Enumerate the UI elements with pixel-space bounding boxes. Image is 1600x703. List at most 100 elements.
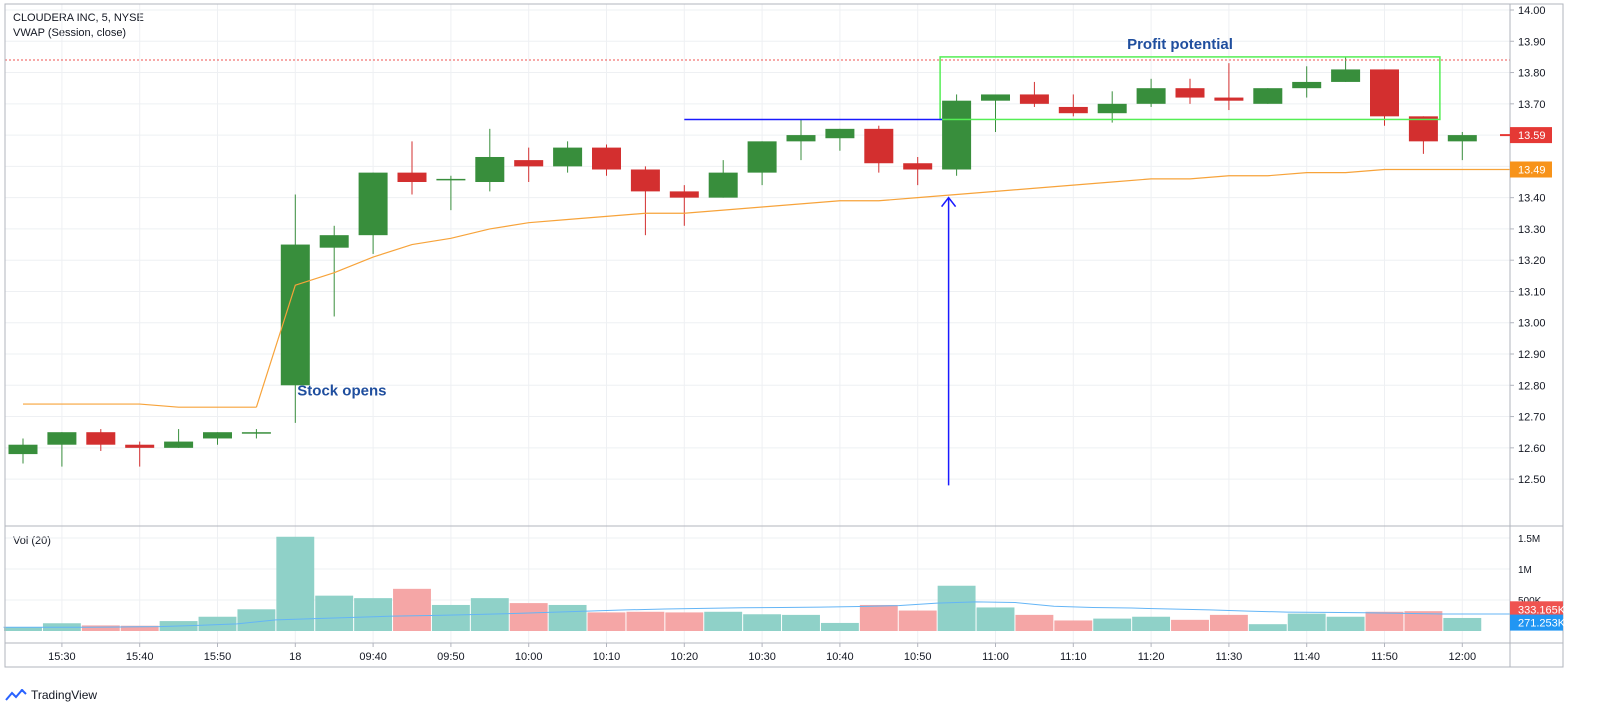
volume-ma-label-bg: [1510, 614, 1563, 631]
candle-body: [86, 432, 116, 445]
candle-body: [708, 172, 738, 198]
time-tick-label: 15:40: [126, 651, 154, 663]
chart-frame: [4, 3, 1564, 668]
volume-bar: [81, 625, 120, 631]
candle-body: [358, 172, 388, 236]
price-tick-label: 13.10: [1518, 286, 1546, 298]
stock-opens-label: Stock opens: [297, 383, 386, 400]
volume-bar: [1171, 619, 1209, 631]
last-volume-label: 333.165K: [1518, 604, 1566, 616]
axes: 12.50 12.60 12.70 12.80 12.90 13.00 13.10 13.20…: [4, 3, 1566, 668]
candle-body: [592, 147, 621, 170]
tradingview-name: TradingView: [31, 688, 98, 702]
price-tick-label: 13.70: [1518, 99, 1546, 111]
volume-bar: [704, 611, 743, 631]
time-tick-label: 11:10: [1060, 651, 1087, 663]
volume-bar: [820, 622, 859, 631]
candle-body: [203, 432, 232, 439]
candle-body: [1253, 88, 1283, 104]
candle-body: [164, 441, 194, 448]
volume-bar: [1326, 616, 1365, 631]
candle-body: [397, 172, 427, 183]
candle-body: [630, 169, 660, 192]
volume-bar: [431, 604, 470, 631]
candle-body: [553, 147, 583, 167]
volume-bar: [1093, 618, 1132, 631]
volume-bar: [937, 585, 976, 631]
tradingview-brand[interactable]: TradingView: [5, 688, 97, 702]
tradingview-logo-icon: [5, 689, 27, 701]
candle-body: [1370, 69, 1399, 117]
candle-body: [747, 141, 777, 173]
volume-tick-label: 1.5M: [1518, 534, 1540, 545]
volume-bar: [859, 604, 898, 631]
volume-bar: [1248, 624, 1287, 631]
profit-potential-label: Profit potential: [1127, 36, 1233, 53]
time-tick-label: 10:30: [748, 651, 776, 663]
candle-body: [942, 100, 972, 170]
candle-body: [1408, 116, 1438, 142]
candle-body: [981, 94, 1010, 101]
time-tick-label: 11:00: [982, 651, 1009, 663]
vwap-price-label: 13.49: [1518, 164, 1546, 176]
time-tick-label: 10:10: [593, 651, 621, 663]
price-tick-label: 12.70: [1518, 412, 1546, 424]
volume-bar: [1443, 617, 1482, 631]
price-tick-label: 14.00: [1518, 5, 1546, 17]
volume-bar: [1054, 620, 1093, 631]
volume-bar: [315, 595, 354, 631]
time-tick-label: 11:40: [1293, 651, 1320, 663]
volume-ma-label: 271.253K: [1518, 618, 1566, 630]
candles: [8, 56, 1477, 467]
volume-bar: [4, 627, 42, 631]
candle-body: [475, 156, 505, 183]
time-tick-label: 18: [289, 651, 301, 663]
time-tick-label: 10:50: [904, 651, 932, 663]
candle-body: [786, 135, 816, 142]
volume-ma-line: [3, 601, 1510, 628]
volume-bar: [548, 604, 587, 631]
candle-body: [8, 444, 38, 455]
candle-body: [280, 244, 310, 386]
candle-body: [47, 432, 77, 445]
last-price-label: 13.59: [1518, 130, 1546, 142]
last-price-label-bg: [1510, 127, 1552, 144]
candle-body: [1136, 88, 1166, 104]
volume-bar: [1404, 611, 1443, 631]
candle-body: [1097, 103, 1127, 114]
volume-tick-label: 1M: [1518, 565, 1532, 576]
volume-bar: [587, 612, 626, 631]
time-tick-label: 11:50: [1371, 651, 1398, 663]
grid: [5, 4, 1510, 643]
price-tick-label: 13.30: [1518, 224, 1546, 236]
price-tick-label: 13.80: [1518, 68, 1546, 80]
volume-bar: [743, 614, 782, 631]
profit-potential-box: [939, 56, 1441, 121]
candle-body: [903, 163, 933, 170]
volume-bar: [1209, 614, 1248, 631]
volume-bar: [898, 610, 937, 631]
volume-bar: [626, 611, 665, 631]
time-tick-label: 10:40: [826, 651, 854, 663]
price-tick-label: 12.60: [1518, 443, 1546, 455]
candle-body: [514, 160, 544, 167]
candle-body: [1058, 106, 1088, 114]
volume-bar: [120, 625, 159, 631]
candle-body: [1292, 81, 1322, 89]
price-tick-label: 13.00: [1518, 318, 1546, 330]
volume-bar: [198, 616, 237, 631]
volume-bar: [976, 607, 1015, 631]
candle-body: [436, 178, 466, 181]
candle-body: [825, 128, 855, 139]
candle-body: [864, 128, 894, 164]
last-volume-label-bg: [1510, 601, 1563, 618]
time-tick-label: 11:20: [1138, 651, 1165, 663]
time-tick-label: 15:30: [48, 651, 76, 663]
time-tick-label: 10:00: [515, 651, 543, 663]
volume-bar: [1287, 613, 1326, 631]
volume-bar: [276, 536, 315, 631]
volume-bar: [1132, 616, 1171, 631]
volume-bar: [393, 588, 431, 631]
time-tick-label: 11:30: [1216, 651, 1243, 663]
